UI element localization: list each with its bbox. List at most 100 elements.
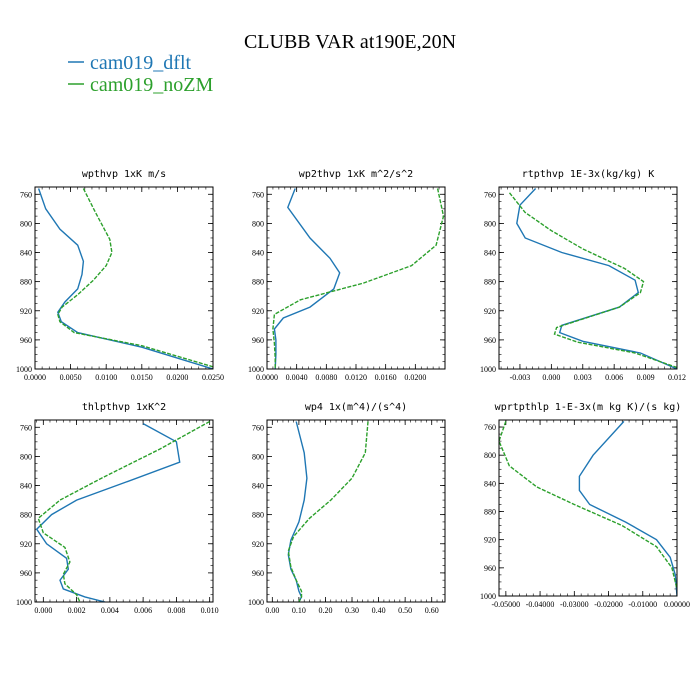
y-tick-label: 800: [484, 451, 496, 460]
series-line-cam019_dflt: [578, 420, 677, 596]
x-tick-label: 0.004: [101, 606, 119, 615]
x-tick-label: 0.003: [574, 373, 592, 382]
x-tick-label: 0.00000: [664, 600, 690, 609]
legend-label-dflt: cam019_dflt: [90, 52, 192, 74]
series-line-cam019_dflt: [35, 422, 181, 602]
panel-title: thlpthvp 1xK^2: [82, 402, 166, 413]
y-tick-label: 920: [484, 307, 496, 316]
x-tick-label: 0.006: [134, 606, 152, 615]
series-group: [272, 188, 445, 369]
y-tick-label: 800: [252, 219, 264, 228]
x-tick-label: 0.40: [372, 606, 386, 615]
x-tick-label: 0.0080: [315, 373, 337, 382]
legend-label-nozm: cam019_noZM: [90, 74, 214, 96]
x-tick-label: 0.009: [637, 373, 655, 382]
series-line-cam019_dflt: [287, 421, 308, 602]
y-tick-label: 880: [484, 508, 496, 517]
y-tick-label: 840: [20, 482, 32, 491]
panel-2: wp2thvp 1xK m^2/s^2 760 800 840 880 920 960 100…: [248, 169, 446, 382]
panels: wpthvp 1xK m/s76080084088092096010000.00…: [16, 169, 690, 615]
y-tick-label: 760: [484, 423, 496, 432]
y-tick-label: 760: [20, 190, 32, 199]
x-tick-label: -0.04000: [526, 600, 555, 609]
x-tick-label: 0.0160: [375, 373, 397, 382]
y-tick-label: 1000: [16, 598, 32, 607]
panel-1: wpthvp 1xK m/s76080084088092096010000.00…: [16, 169, 224, 382]
plot-frame: [266, 186, 446, 370]
y-tick-label: 840: [484, 479, 496, 488]
plot-frame: [498, 186, 678, 370]
x-tick-label: -0.03000: [560, 600, 589, 609]
x-tick-label: 0.012: [668, 373, 686, 382]
x-tick-label: 0.0200: [404, 373, 426, 382]
y-tick-label: 1000: [480, 592, 496, 601]
y-tick-label: 1000: [480, 365, 496, 374]
y-tick-label: 800: [20, 219, 32, 228]
plot-frame: [266, 419, 446, 603]
x-tick-label: -0.02000: [594, 600, 623, 609]
x-tick-label: 0.010: [201, 606, 219, 615]
y-tick-label: 1000: [248, 365, 264, 374]
y-tick-label: 960: [20, 569, 32, 578]
y-tick-label: 960: [252, 569, 264, 578]
y-tick-label: 960: [252, 336, 264, 345]
x-tick-label: 0.0200: [166, 373, 188, 382]
x-tick-label: 0.000: [34, 606, 52, 615]
y-tick-label: 960: [484, 564, 496, 573]
x-tick-label: 0.0040: [286, 373, 308, 382]
y-tick-label: 920: [484, 536, 496, 545]
y-tick-label: 880: [484, 278, 496, 287]
y-tick-label: 760: [252, 423, 264, 432]
x-tick-label: 0.20: [318, 606, 332, 615]
y-tick-label: 800: [484, 219, 496, 228]
y-tick-label: 880: [252, 511, 264, 520]
y-tick-label: 960: [484, 336, 496, 345]
series-group: [508, 188, 677, 369]
plot-frame: [498, 419, 678, 597]
y-tick-label: 920: [252, 307, 264, 316]
x-tick-label: 0.006: [605, 373, 623, 382]
panel-title: rtpthvp 1E-3x(kg/kg) K: [522, 169, 654, 180]
x-tick-label: 0.002: [68, 606, 86, 615]
y-tick-label: 1000: [16, 365, 32, 374]
x-tick-label: -0.003: [510, 373, 531, 382]
x-tick-label: 0.0050: [60, 373, 82, 382]
y-tick-label: 760: [252, 190, 264, 199]
x-tick-label: 0.30: [345, 606, 359, 615]
series-group: [287, 421, 369, 602]
series-group: [37, 188, 213, 369]
y-tick-label: 1000: [248, 598, 264, 607]
series-line-cam019_noZM: [272, 188, 445, 369]
panel-4: thlpthvp 1xK^276080084088092096010000.00…: [16, 402, 219, 615]
series-group: [35, 420, 211, 602]
x-tick-label: 0.50: [398, 606, 412, 615]
y-tick-label: 840: [252, 482, 264, 491]
panel-title: wp2thvp 1xK m^2/s^2: [299, 169, 413, 180]
x-tick-label: 0.0000: [24, 373, 46, 382]
x-tick-label: 0.0250: [202, 373, 224, 382]
y-tick-label: 920: [20, 540, 32, 549]
y-tick-label: 840: [252, 249, 264, 258]
y-tick-label: 920: [252, 540, 264, 549]
y-tick-label: 880: [20, 511, 32, 520]
x-tick-label: 0.60: [425, 606, 439, 615]
series-line-cam019_noZM: [508, 192, 677, 369]
y-tick-label: 840: [484, 249, 496, 258]
panel-title: wp4 1x(m^4)/(s^4): [305, 402, 407, 413]
series-line-cam019_noZM: [287, 421, 369, 602]
series-group: [499, 420, 677, 596]
x-tick-label: 0.0000: [256, 373, 278, 382]
series-line-cam019_noZM: [37, 420, 211, 602]
x-tick-label: 0.10: [292, 606, 306, 615]
y-tick-label: 880: [252, 278, 264, 287]
x-tick-label: 0.008: [167, 606, 185, 615]
y-tick-label: 800: [20, 452, 32, 461]
y-tick-label: 920: [20, 307, 32, 316]
panel-6: wprtpthlp 1-E-3x(m kg K)/(s kg) 760 800 840…: [480, 402, 690, 609]
series-line-cam019_noZM: [57, 188, 213, 368]
figure-title: CLUBB VAR at190E,20N: [244, 31, 456, 53]
series-line-cam019_noZM: [499, 421, 677, 590]
series-line-cam019_dflt: [273, 188, 341, 369]
y-tick-label: 960: [20, 336, 32, 345]
